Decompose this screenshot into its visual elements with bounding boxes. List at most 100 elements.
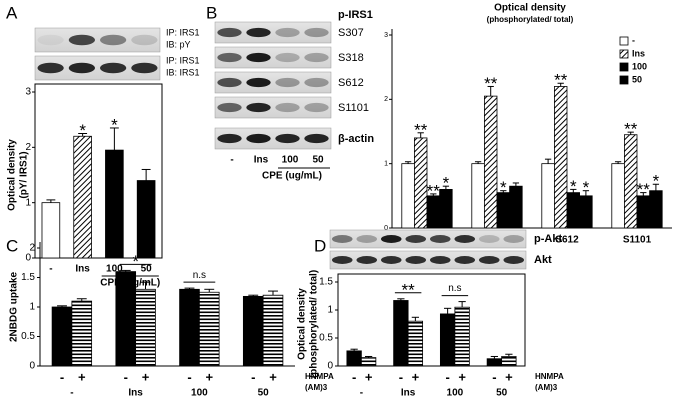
x-tick-label: 50: [258, 388, 270, 399]
error-bar: [411, 316, 419, 322]
blot-band: [275, 77, 300, 88]
series-label: -: [492, 369, 496, 384]
blot-band: [304, 77, 329, 88]
series-label: +: [365, 369, 373, 384]
bar: [407, 320, 424, 367]
blot-band: [131, 34, 158, 46]
blot-label: S1101: [338, 102, 369, 114]
annotation: *: [443, 174, 450, 193]
bar: [426, 195, 441, 229]
blot-band: [246, 52, 271, 63]
panel-label: A: [6, 3, 18, 22]
chart-title: Optical density: [494, 3, 566, 14]
bar: [541, 163, 555, 229]
error-bar: [442, 185, 450, 190]
series-label: +: [269, 369, 277, 384]
blot-band: [503, 256, 525, 264]
bar: [509, 185, 523, 229]
bar: [105, 149, 124, 259]
treatment-label: HNMPA: [305, 372, 334, 381]
blot-band: [246, 27, 271, 38]
error-bar: [184, 287, 195, 290]
y-tick-label: 3: [384, 32, 388, 39]
error-bar: [490, 355, 499, 359]
error-bar: [78, 133, 88, 137]
blot-band: [217, 52, 242, 63]
legend-swatch: [619, 75, 629, 85]
y-tick-label: 2: [384, 96, 388, 103]
blot-label: IP: IRS1: [166, 55, 200, 65]
annotation: *: [570, 177, 577, 196]
error-bar: [404, 161, 412, 164]
error-bar: [474, 161, 482, 164]
blot-label: p-IRS1: [338, 9, 373, 21]
y-tick-label: 1: [29, 302, 35, 313]
series-label: -: [124, 369, 128, 384]
blot-band: [304, 102, 329, 113]
error-bar: [627, 131, 634, 135]
blot-band: [246, 133, 271, 144]
x-tick-label: Ins: [401, 388, 416, 399]
blot-label: IB: pY: [166, 39, 191, 49]
bar: [649, 190, 663, 229]
error-bar: [57, 305, 67, 307]
annotation: n.s: [193, 270, 206, 281]
blot: [214, 96, 332, 119]
blot-band: [356, 235, 378, 243]
blot-band: [429, 256, 451, 264]
blot: [214, 46, 332, 69]
blot-band: [304, 52, 329, 63]
blot-band: [478, 256, 500, 264]
blot-band: [454, 235, 476, 243]
series-label: -: [251, 369, 255, 384]
y-axis-label: (phosphorylated/ total): [309, 270, 320, 378]
y-tick-label: 1: [327, 305, 333, 316]
blot-band: [454, 256, 476, 264]
bar: [486, 358, 503, 367]
blot-lane-label: 50: [312, 155, 324, 166]
error-bar: [141, 168, 151, 181]
blot-label: S318: [338, 52, 364, 64]
error-bar: [248, 294, 259, 297]
error-bar: [76, 298, 87, 302]
bar: [51, 306, 73, 367]
error-bar: [640, 192, 647, 196]
x-tick-label: 100: [191, 388, 208, 399]
y-axis-label: 2NBDG uptake: [9, 272, 20, 342]
y-tick-label: 1: [384, 161, 388, 168]
bar: [483, 95, 498, 229]
error-bar: [397, 298, 405, 301]
annotation: **: [484, 74, 498, 93]
blot-band: [304, 27, 329, 38]
series-label: +: [458, 369, 466, 384]
blot-band: [217, 133, 242, 144]
bar: [636, 195, 651, 229]
y-tick-label: 0: [327, 361, 333, 372]
annotation: **: [554, 71, 568, 90]
bar: [198, 291, 220, 367]
error-bar: [430, 193, 437, 196]
blot-band: [275, 133, 300, 144]
plot-frame: [34, 83, 163, 259]
blot: [214, 21, 332, 44]
blot-band: [405, 256, 427, 264]
blot-band: [275, 52, 300, 63]
error-bar: [364, 355, 373, 358]
bar: [41, 202, 61, 259]
series-label: -: [445, 369, 449, 384]
y-tick-label: 1.5: [21, 272, 35, 283]
annotation: *: [132, 252, 139, 271]
series-label: +: [78, 369, 86, 384]
y-tick-label: 3: [25, 87, 31, 98]
bar: [454, 306, 470, 367]
bar: [135, 288, 156, 367]
blot-band: [100, 62, 127, 74]
plot-frame: [337, 273, 526, 367]
bar: [501, 356, 517, 367]
blot-label: p-Akt: [534, 233, 562, 245]
y-tick-label: 0: [25, 253, 31, 264]
bar: [360, 357, 377, 367]
error-bar: [652, 183, 660, 191]
annotation: **: [402, 280, 416, 299]
x-tick-label: 100: [447, 388, 464, 399]
